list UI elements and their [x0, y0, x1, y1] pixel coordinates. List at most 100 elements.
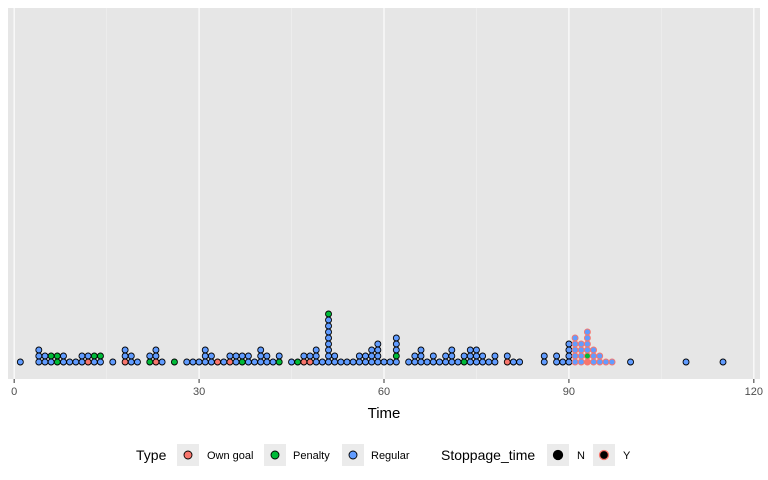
dot-layer [16, 310, 727, 366]
legend-label: Regular [371, 450, 410, 462]
dot-regular [503, 352, 511, 360]
dot-regular [312, 346, 320, 354]
dot-regular [491, 352, 499, 360]
dot-regular [571, 352, 579, 360]
dot-regular [448, 346, 456, 354]
dot-regular [257, 358, 265, 366]
dot-regular [423, 358, 431, 366]
dot-regular [509, 358, 517, 366]
dot-penalty [294, 358, 302, 366]
dot-regular [473, 352, 480, 360]
dot-regular [146, 352, 154, 360]
dot-regular [583, 334, 591, 342]
dot-regular [466, 352, 474, 360]
dot-regular [66, 358, 74, 366]
dot-regular [473, 346, 480, 354]
dot-regular [719, 358, 727, 366]
dot-regular [405, 358, 413, 366]
dot-regular [152, 346, 160, 354]
dot-regular [257, 346, 265, 354]
dot-own-goal [152, 358, 160, 366]
dot-regular [355, 358, 363, 366]
dot-regular [516, 358, 524, 366]
dot-own-goal [300, 358, 308, 366]
dot-regular [596, 352, 604, 360]
dot-regular [97, 358, 104, 366]
dot-regular [417, 358, 425, 366]
dot-regular [540, 358, 548, 366]
dot-regular [158, 358, 166, 366]
dot-regular [244, 358, 252, 366]
dot-regular [318, 358, 326, 366]
dot-regular [583, 346, 591, 354]
dot-regular [417, 346, 425, 354]
dot-regular [263, 358, 271, 366]
grid-minor-lines [106, 8, 662, 379]
dot-regular [60, 358, 67, 366]
dot-regular [232, 352, 240, 360]
dot-penalty [146, 358, 154, 366]
dot-regular [201, 358, 209, 366]
dot-regular [343, 358, 351, 366]
dot-regular [306, 352, 314, 360]
dot-regular [627, 358, 635, 366]
dot-penalty [583, 352, 591, 360]
dot-regular [325, 352, 332, 360]
dot-own-goal [226, 358, 234, 366]
dot-regular [565, 346, 573, 354]
dot-regular [312, 352, 320, 360]
dot-penalty [53, 358, 61, 366]
dot-penalty [97, 352, 104, 360]
x-axis-title: Time [368, 405, 401, 422]
dot-regular [491, 358, 499, 366]
dot-regular [325, 316, 332, 324]
dot-regular [72, 358, 80, 366]
dot-regular [460, 352, 468, 360]
dot-regular [78, 358, 86, 366]
dot-regular [133, 358, 141, 366]
x-tick-label: 60 [378, 386, 390, 398]
dot-regular [325, 346, 332, 354]
dot-regular [183, 358, 191, 366]
dot-own-goal [306, 358, 314, 366]
dot-regular [442, 352, 450, 360]
legend-key-dot [348, 450, 358, 460]
dot-regular [331, 352, 339, 360]
dot-penalty [392, 352, 400, 360]
dot-regular [368, 352, 376, 360]
dot-own-goal [583, 358, 591, 366]
dot-regular [392, 334, 400, 342]
x-tick-label: 0 [11, 386, 17, 398]
dot-regular [454, 358, 462, 366]
dot-regular [41, 352, 49, 360]
dot-regular [300, 352, 308, 360]
dot-regular [127, 352, 135, 360]
dot-own-goal [214, 358, 222, 366]
legend-title-type: Type [136, 447, 167, 463]
dot-regular [207, 358, 215, 366]
dot-regular [362, 352, 369, 360]
dot-regular [374, 352, 382, 360]
legend-label: Own goal [207, 450, 253, 462]
dot-regular [429, 358, 437, 366]
dot-regular [368, 346, 376, 354]
dot-regular [251, 358, 259, 366]
dot-regular [466, 358, 474, 366]
dot-regular [590, 358, 598, 366]
dot-regular [109, 358, 117, 366]
legend-label: Penalty [293, 450, 330, 462]
dot-regular [41, 358, 49, 366]
dot-regular [577, 340, 585, 348]
dot-regular [571, 358, 579, 366]
dot-regular [355, 352, 363, 360]
dot-regular [374, 340, 382, 348]
dot-regular [479, 352, 487, 360]
dot-regular [312, 358, 320, 366]
dot-regular [553, 352, 561, 360]
dot-regular [417, 352, 425, 360]
dot-regular [577, 346, 585, 354]
dot-regular [263, 352, 271, 360]
dot-regular [571, 334, 579, 342]
dot-regular [479, 358, 487, 366]
dot-regular [35, 358, 43, 366]
